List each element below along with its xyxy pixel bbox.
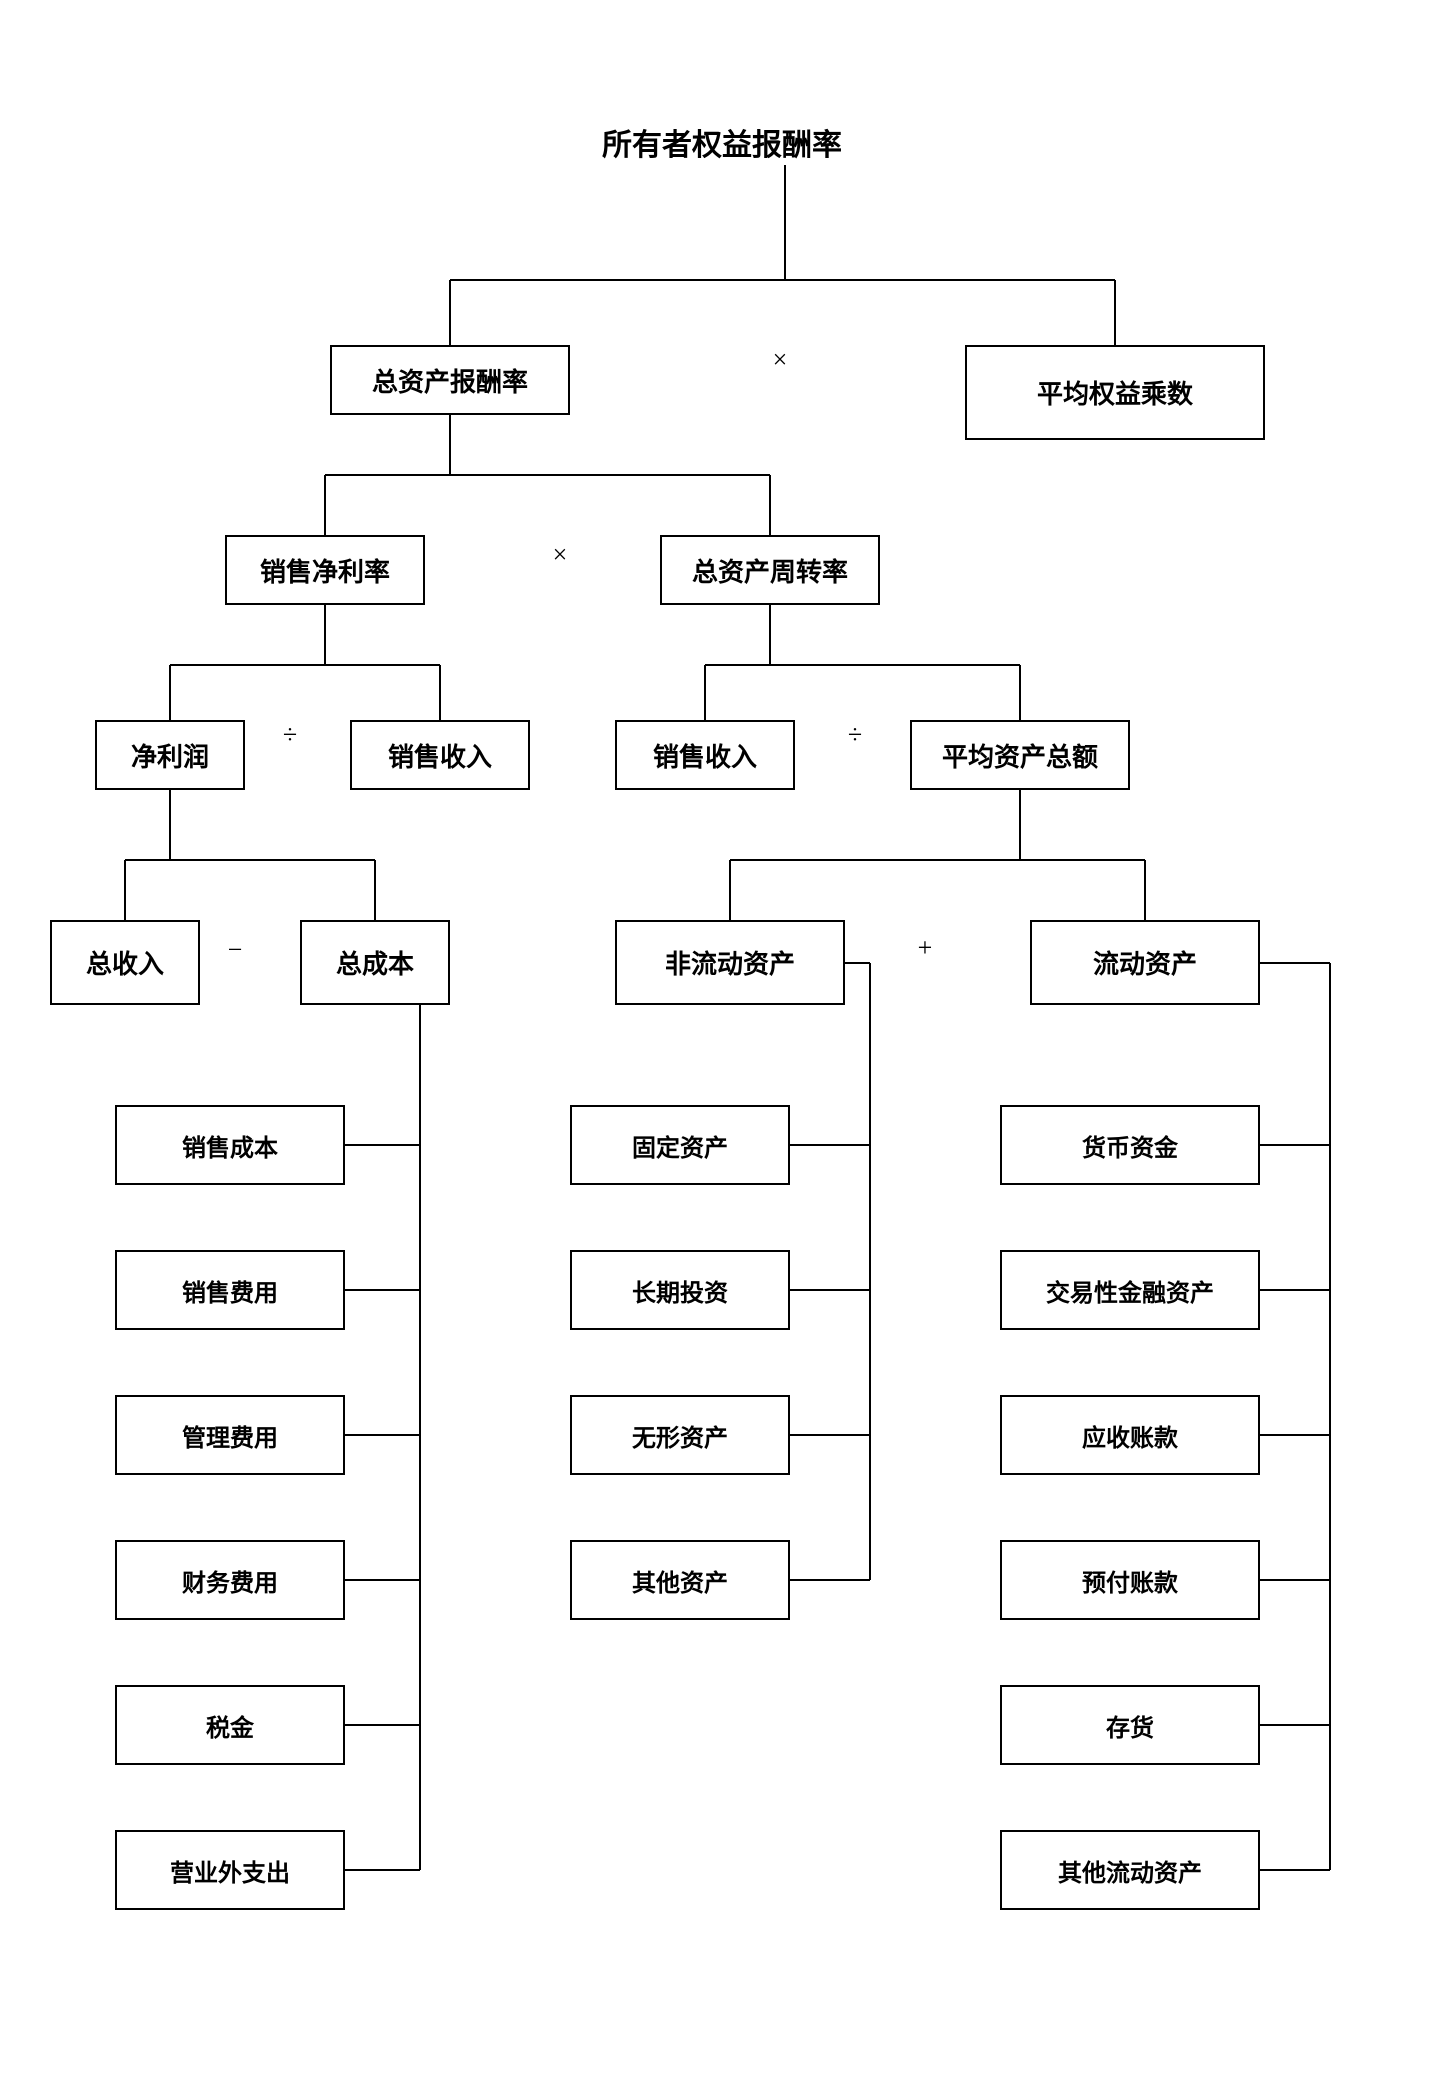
node-label: 平均资产总额 xyxy=(942,737,1098,774)
node-label: 其他资产 xyxy=(632,1563,728,1598)
node-npm: 销售净利率 xyxy=(225,535,425,605)
node-nca: 非流动资产 xyxy=(615,920,845,1005)
node-label: 总成本 xyxy=(336,944,414,981)
node-label: 销售净利率 xyxy=(260,552,390,589)
node-label: 其他流动资产 xyxy=(1058,1853,1202,1888)
node-label: 销售收入 xyxy=(388,737,492,774)
node-roa: 总资产报酬率 xyxy=(330,345,570,415)
node-label: 平均权益乘数 xyxy=(1037,374,1193,411)
node-label: 管理费用 xyxy=(182,1418,278,1453)
node-ca2: 交易性金融资产 xyxy=(1000,1250,1260,1330)
node-cost2: 销售费用 xyxy=(115,1250,345,1330)
node-label: 销售收入 xyxy=(653,737,757,774)
diagram-title: 所有者权益报酬率 xyxy=(522,120,922,164)
node-label: 销售成本 xyxy=(182,1128,278,1163)
operator-op6: + xyxy=(910,933,940,963)
node-cost5: 税金 xyxy=(115,1685,345,1765)
node-label: 非流动资产 xyxy=(665,944,795,981)
node-label: 财务费用 xyxy=(182,1563,278,1598)
operator-op3: ÷ xyxy=(275,720,305,750)
node-label: 应收账款 xyxy=(1082,1418,1178,1453)
operator-op2: × xyxy=(545,540,575,570)
node-nca2: 长期投资 xyxy=(570,1250,790,1330)
node-label: 销售费用 xyxy=(182,1273,278,1308)
operator-op4: ÷ xyxy=(840,720,870,750)
node-ca: 流动资产 xyxy=(1030,920,1260,1005)
node-label: 净利润 xyxy=(131,737,209,774)
connector-layer xyxy=(0,0,1444,2100)
node-label: 总资产报酬率 xyxy=(372,362,528,399)
node-label: 总收入 xyxy=(86,944,164,981)
node-label: 总资产周转率 xyxy=(692,552,848,589)
node-cost6: 营业外支出 xyxy=(115,1830,345,1910)
node-label: 货币资金 xyxy=(1082,1128,1178,1163)
node-cost3: 管理费用 xyxy=(115,1395,345,1475)
node-label: 无形资产 xyxy=(632,1418,728,1453)
node-cost4: 财务费用 xyxy=(115,1540,345,1620)
operator-op5: − xyxy=(220,935,250,965)
node-avg_assets: 平均资产总额 xyxy=(910,720,1130,790)
node-label: 流动资产 xyxy=(1093,944,1197,981)
dupont-diagram: 所有者权益报酬率 总资产报酬率平均权益乘数销售净利率总资产周转率净利润销售收入销… xyxy=(0,0,1444,2100)
node-label: 营业外支出 xyxy=(170,1853,290,1888)
node-ca3: 应收账款 xyxy=(1000,1395,1260,1475)
node-sales1: 销售收入 xyxy=(350,720,530,790)
node-cost1: 销售成本 xyxy=(115,1105,345,1185)
node-ca6: 其他流动资产 xyxy=(1000,1830,1260,1910)
node-ca4: 预付账款 xyxy=(1000,1540,1260,1620)
node-sales2: 销售收入 xyxy=(615,720,795,790)
node-label: 存货 xyxy=(1106,1708,1154,1743)
node-label: 交易性金融资产 xyxy=(1046,1273,1214,1308)
node-label: 固定资产 xyxy=(632,1128,728,1163)
node-ca5: 存货 xyxy=(1000,1685,1260,1765)
node-ca1: 货币资金 xyxy=(1000,1105,1260,1185)
node-nca3: 无形资产 xyxy=(570,1395,790,1475)
node-total_rev: 总收入 xyxy=(50,920,200,1005)
node-label: 预付账款 xyxy=(1082,1563,1178,1598)
node-equity_mult: 平均权益乘数 xyxy=(965,345,1265,440)
node-label: 税金 xyxy=(206,1708,254,1743)
node-nca4: 其他资产 xyxy=(570,1540,790,1620)
node-nca1: 固定资产 xyxy=(570,1105,790,1185)
node-turnover: 总资产周转率 xyxy=(660,535,880,605)
node-net_profit: 净利润 xyxy=(95,720,245,790)
node-total_cost: 总成本 xyxy=(300,920,450,1005)
node-label: 长期投资 xyxy=(632,1273,728,1308)
operator-op1: × xyxy=(765,345,795,375)
